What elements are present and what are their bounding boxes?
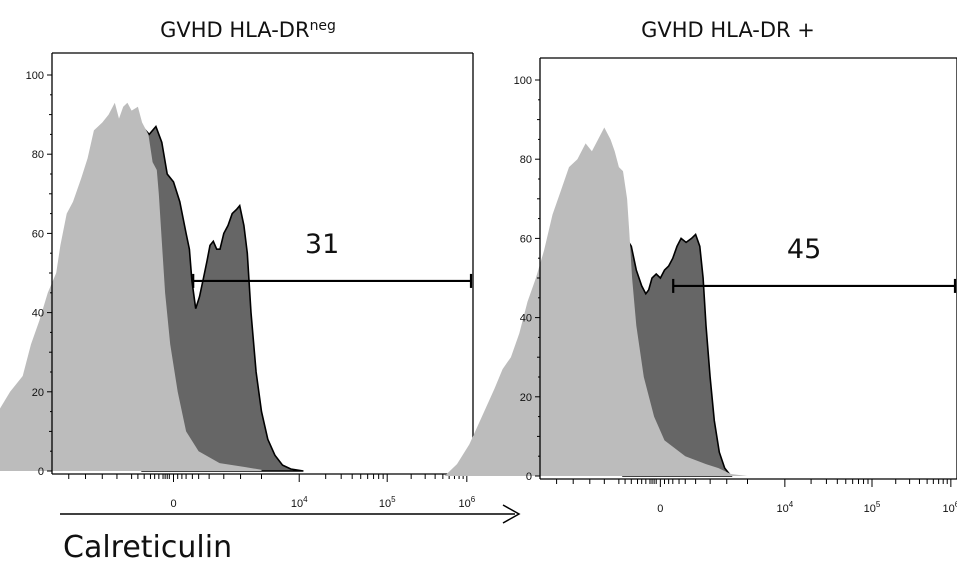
x-tick-label: 0: [170, 498, 176, 510]
panel-title-main: GVHD HLA-DR +: [641, 18, 815, 42]
panel-title-main: GVHD HLA-DR: [160, 18, 310, 42]
panel-title-hla-dr-neg: GVHD HLA-DRneg: [160, 18, 336, 42]
x-tick-base: 10: [942, 503, 954, 515]
x-tick-base: 10: [864, 503, 876, 515]
x-tick-label: 106: [942, 500, 957, 515]
panel-title-superscript: neg: [310, 18, 336, 34]
y-tick-label: 60: [520, 233, 532, 245]
calreticulin-axis-arrow: [60, 504, 521, 524]
x-tick-label: 104: [776, 500, 793, 515]
x-tick-exponent: 6: [471, 495, 476, 504]
x-tick-label: 105: [864, 500, 881, 515]
x-tick-base: 10: [458, 498, 470, 510]
y-tick-label: 0: [526, 471, 532, 483]
y-tick-label: 100: [514, 75, 532, 87]
x-tick-exponent: 4: [303, 495, 308, 504]
x-tick-exponent: 5: [391, 495, 396, 504]
gate-percent-label: 45: [787, 234, 821, 265]
histogram-light-series: [0, 102, 262, 471]
x-tick-base: 10: [379, 498, 391, 510]
y-tick-label: 80: [32, 149, 44, 161]
y-tick-label: 0: [38, 466, 44, 478]
histogram-light-series: [444, 127, 748, 476]
y-tick-label: 100: [26, 70, 44, 82]
x-tick-exponent: 4: [789, 500, 794, 509]
x-tick-base: 0: [170, 498, 176, 510]
x-tick-label: 104: [291, 495, 308, 510]
x-tick-base: 0: [657, 503, 663, 515]
x-tick-exponent: 6: [955, 500, 957, 509]
arrow-head-icon: [502, 504, 521, 524]
y-tick-label: 20: [32, 387, 44, 399]
panel-title-hla-dr-pos: GVHD HLA-DR +: [641, 18, 815, 42]
y-tick-label: 40: [520, 313, 532, 325]
x-tick-label: 106: [458, 495, 475, 510]
x-tick-base: 10: [776, 503, 788, 515]
x-tick-exponent: 5: [876, 500, 881, 509]
gate-percent-label: 31: [305, 229, 339, 260]
y-tick-label: 80: [520, 154, 532, 166]
x-tick-label: 105: [379, 495, 396, 510]
y-tick-label: 20: [520, 392, 532, 404]
x-tick-base: 10: [291, 498, 303, 510]
histogram-dark-series: [141, 124, 304, 472]
y-tick-label: 60: [32, 228, 44, 240]
x-axis-caption: Calreticulin: [63, 530, 232, 564]
y-tick-label: 40: [32, 308, 44, 320]
x-tick-label: 0: [657, 503, 663, 515]
